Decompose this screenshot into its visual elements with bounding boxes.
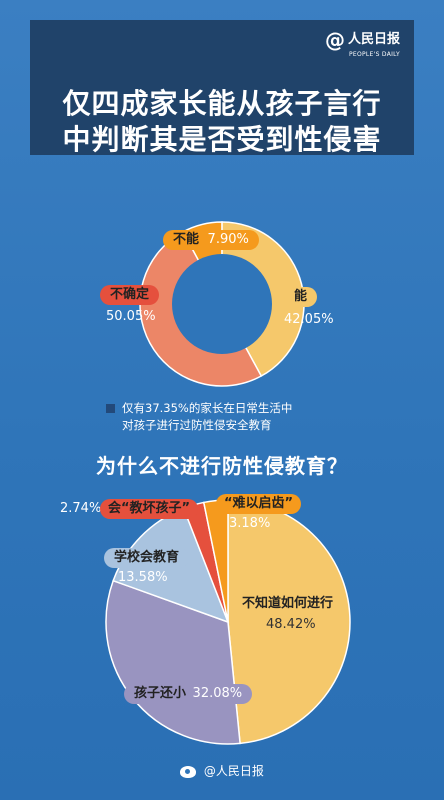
pie-label-teach-bad-text: 会“教坏孩子” (108, 501, 191, 516)
page-title-line1: 仅四成家长能从孩子言行 (62, 87, 382, 120)
pie-label-school-text: 学校会教育 (114, 550, 180, 565)
note-square-icon (106, 404, 115, 413)
donut-label-unsure: 不确定 (100, 285, 160, 305)
note-line1: 仅有37.35%的家长在日常生活中 (122, 401, 293, 415)
pie-label-school: 学校会教育 (104, 548, 190, 568)
donut-hole (172, 254, 272, 354)
donut-pct-unsure: 50.05% (106, 309, 156, 324)
pie-pct-teach-bad: 2.74% (60, 501, 102, 516)
pie-pct-school: 13.58% (118, 570, 168, 585)
pie-label-too-young-text: 孩子还小 (134, 686, 187, 701)
at-icon: @ (324, 28, 345, 52)
logo-name: 人民日报 (347, 32, 400, 47)
donut-label-cannot: 不能 7.90% (163, 230, 259, 250)
weibo-icon (180, 765, 197, 778)
logo-subtitle: PEOPLE'S DAILY (348, 51, 400, 58)
section-question: 为什么不进行防性侵教育？ (96, 454, 348, 478)
donut-label-cannot-text: 不能 (173, 232, 200, 247)
note-line2: 对孩子进行过防性侵安全教育 (122, 418, 272, 432)
donut-label-can-text: 能 (294, 289, 308, 304)
donut-label-can: 能 (284, 287, 318, 307)
peoples-daily-logo: @ 人民日报 PEOPLE'S DAILY (325, 30, 400, 58)
pie-pct-hard-to-say: 3.18% (229, 516, 271, 531)
donut-pct-can: 42.05% (284, 312, 334, 327)
pie-label-hard-to-say: “难以启齿” (216, 494, 302, 514)
donut-label-cannot-pct: 7.90% (207, 232, 249, 247)
pie-label-dont-know-text: 不知道如何进行 (242, 596, 334, 611)
pie-label-teach-bad: 会“教坏孩子” (100, 499, 199, 519)
footer-credit: @人民日报 (0, 762, 444, 779)
pie-label-hard-to-say-text: “难以启齿” (224, 496, 294, 511)
page-title-line2: 中判断其是否受到性侵害 (62, 123, 382, 156)
note-text-block: 仅有37.35%的家长在日常生活中 对孩子进行过防性侵安全教育 (106, 400, 292, 434)
header-banner: @ 人民日报 PEOPLE'S DAILY 仅四成家长能从孩子言行 中判断其是否… (30, 20, 414, 156)
pie-label-too-young: 孩子还小 32.08% (124, 684, 253, 704)
pie-label-dont-know: 不知道如何进行 (232, 594, 344, 614)
donut-label-unsure-text: 不确定 (110, 287, 150, 302)
pie-label-too-young-pct: 32.08% (192, 686, 243, 701)
footer-text: @人民日报 (203, 764, 264, 778)
pie-pct-dont-know: 48.42% (266, 617, 316, 632)
